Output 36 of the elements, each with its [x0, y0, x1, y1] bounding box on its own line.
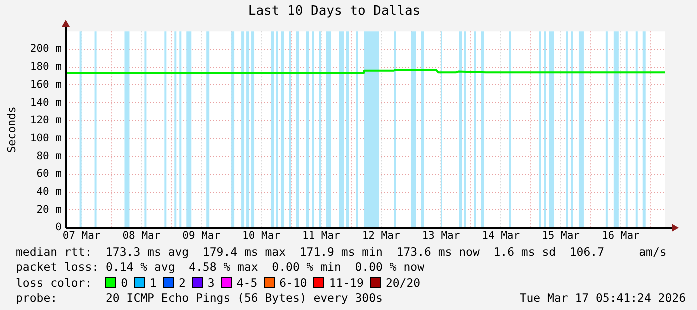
text: packet loss: 0.14 % avg 4.58 % max 0.00 % min 0.00 % now: [16, 260, 424, 274]
text: probe: 20 ICMP Echo Pings (56 Bytes) every 300s: [16, 290, 383, 305]
x-tick-label: 14 Mar: [482, 230, 520, 242]
y-axis-title: Seconds: [5, 106, 18, 153]
chart-title: Last 10 Days to Dallas: [248, 4, 421, 20]
y-tick-label: 140 m: [30, 96, 62, 109]
text: 2: [178, 276, 186, 290]
y-tick-label: 20 m: [36, 204, 62, 216]
text: 6-10: [280, 276, 308, 290]
y-tick-label: 200 m: [30, 43, 62, 56]
x-tick-label: 15 Mar: [542, 230, 580, 242]
x-tick-label: 10 Mar: [242, 230, 280, 242]
text: 4-5: [236, 276, 258, 290]
text: 11-19: [329, 276, 364, 290]
text: Tue Mar 17 05:41:24 2026: [520, 290, 686, 306]
x-tick-label: 12 Mar: [362, 230, 400, 242]
text: 1: [150, 276, 157, 290]
y-tick-label: 0: [56, 222, 62, 234]
x-tick-label: 09 Mar: [182, 230, 221, 242]
x-tick-label: 07 Mar: [62, 230, 101, 242]
text: 0: [121, 276, 128, 290]
y-tick-label: 100 m: [30, 132, 62, 144]
text: 20/20: [386, 276, 421, 290]
text: loss color:: [16, 276, 94, 290]
y-tick-label: 80 m: [36, 150, 62, 162]
y-tick-label: 160 m: [30, 78, 62, 91]
x-tick-label: 11 Mar: [302, 230, 340, 242]
y-tick-label: 60 m: [36, 168, 62, 180]
text: 3: [208, 276, 215, 290]
x-tick-label: 08 Mar: [122, 230, 161, 242]
y-tick-label: 120 m: [30, 114, 62, 127]
y-tick-label: 180 m: [30, 61, 62, 74]
text: median rtt: 173.3 ms avg 179.4 ms max 171.9 ms min 173.6 ms now 1.6 ms sd 106.7 am/s: [16, 245, 667, 259]
x-tick-label: 16 Mar: [602, 230, 640, 242]
x-tick-label: 13 Mar: [422, 230, 460, 242]
y-tick-label: 40 m: [36, 186, 62, 198]
